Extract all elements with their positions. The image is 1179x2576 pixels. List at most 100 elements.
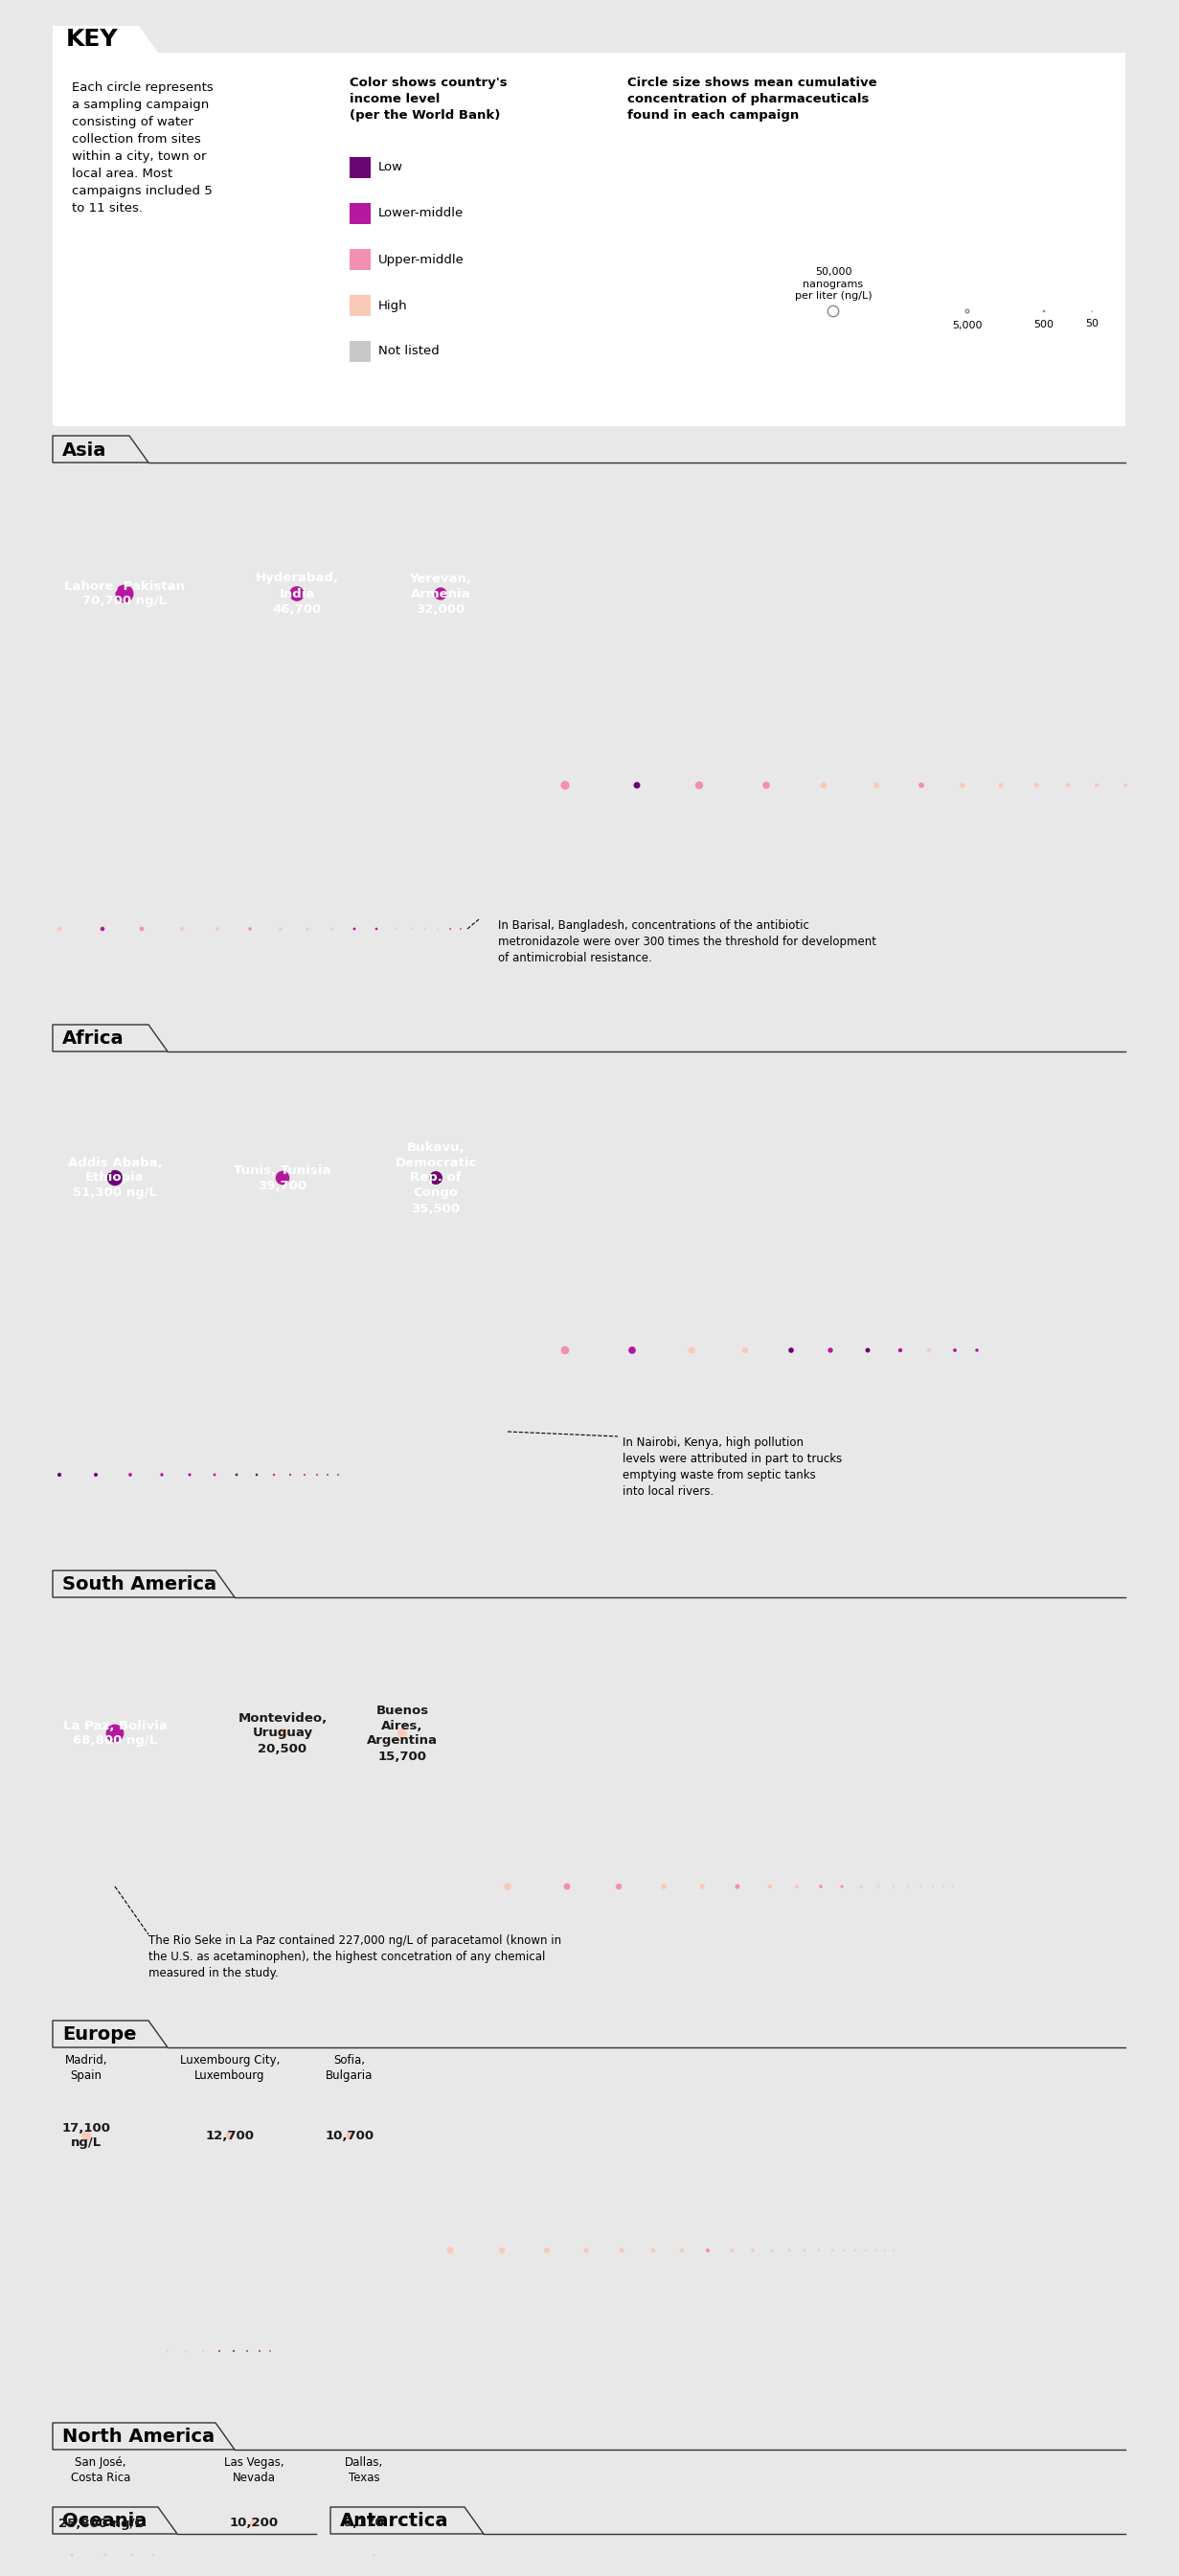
Text: Color shows country's
income level
(per the World Bank): Color shows country's income level (per … [350,77,507,121]
Text: 17,100
ng/L: 17,100 ng/L [61,2123,111,2148]
Circle shape [966,309,969,312]
Text: Lower-middle: Lower-middle [378,206,463,219]
Text: Yerevan,
Armenia
32,000: Yerevan, Armenia 32,000 [409,572,472,616]
Text: San José,
Costa Rica: San José, Costa Rica [71,2458,131,2483]
Circle shape [630,1347,635,1352]
Circle shape [226,2133,233,2138]
Circle shape [763,783,769,788]
Text: Montevideo,
Uruguay
20,500: Montevideo, Uruguay 20,500 [238,1710,328,1754]
Polygon shape [53,435,149,464]
Circle shape [829,1347,832,1352]
Circle shape [545,2249,549,2251]
Text: La Paz, Bolivia
68,800 ng/L: La Paz, Bolivia 68,800 ng/L [62,1718,167,1747]
Text: 500: 500 [1034,319,1054,330]
Text: 10,200: 10,200 [230,2517,278,2530]
Text: 25,800 ng/L: 25,800 ng/L [59,2517,143,2530]
Circle shape [585,2249,588,2251]
Text: KEY: KEY [66,28,118,52]
Text: Africa: Africa [62,1030,124,1048]
Circle shape [706,2249,709,2251]
Circle shape [999,783,1002,788]
Text: Not listed: Not listed [378,345,440,358]
Circle shape [898,1350,902,1352]
Polygon shape [53,1025,167,1051]
Circle shape [1035,783,1038,786]
Text: 10,700: 10,700 [325,2130,374,2141]
Circle shape [140,927,144,930]
Circle shape [634,783,639,788]
Circle shape [920,783,923,788]
Text: Lahore, Pakistan
70,700 ng/L: Lahore, Pakistan 70,700 ng/L [64,580,185,608]
Text: Las Vegas,
Nevada: Las Vegas, Nevada [224,2458,284,2483]
Circle shape [430,1172,442,1185]
Circle shape [116,585,133,603]
Polygon shape [330,2506,483,2535]
Text: Hyderabad,
India
46,700: Hyderabad, India 46,700 [255,572,338,616]
Polygon shape [53,2424,235,2450]
Circle shape [278,1728,288,1739]
Circle shape [435,587,446,600]
Text: North America: North America [62,2429,215,2447]
Text: 5,170: 5,170 [344,2517,384,2530]
Text: Dallas,
Texas: Dallas, Texas [344,2458,383,2483]
Circle shape [399,1728,407,1736]
Text: Upper-middle: Upper-middle [378,252,465,265]
Circle shape [180,927,183,930]
Text: Circle size shows mean cumulative
concentration of pharmaceuticals
found in each: Circle size shows mean cumulative concen… [627,77,877,121]
Polygon shape [53,2020,167,2048]
Text: Asia: Asia [62,440,106,459]
Circle shape [828,307,838,317]
Circle shape [58,927,61,930]
Text: Europe: Europe [62,2025,137,2043]
Circle shape [620,2249,624,2251]
Circle shape [83,2130,91,2141]
Circle shape [101,927,104,930]
Circle shape [107,1170,123,1185]
Circle shape [106,1726,124,1741]
Circle shape [617,1883,621,1888]
Text: South America: South America [62,1577,217,1595]
Text: High: High [378,299,408,312]
Circle shape [561,1347,568,1355]
Circle shape [500,2249,505,2254]
Text: Buenos
Aires,
Argentina
15,700: Buenos Aires, Argentina 15,700 [367,1705,437,1762]
Circle shape [743,1347,747,1352]
Circle shape [769,1886,771,1888]
Text: Madrid,
Spain: Madrid, Spain [65,2053,107,2081]
Text: Tunis, Tunisia
39,700: Tunis, Tunisia 39,700 [233,1164,331,1193]
Text: Bukavu,
Democratic
Rep. of
Congo
35,500: Bukavu, Democratic Rep. of Congo 35,500 [395,1141,476,1216]
Circle shape [561,781,568,788]
Circle shape [961,783,964,788]
Bar [350,157,370,178]
Circle shape [505,1883,511,1891]
Text: The Rio Seke in La Paz contained 227,000 ng/L of paracetamol (known in
the U.S. : The Rio Seke in La Paz contained 227,000… [149,1935,561,1978]
Text: 50,000
nanograms
per liter (ng/L): 50,000 nanograms per liter (ng/L) [795,268,871,301]
Text: In Barisal, Bangladesh, concentrations of the antibiotic
metronidazole were over: In Barisal, Bangladesh, concentrations o… [498,920,876,963]
Bar [350,340,370,363]
Circle shape [290,587,304,600]
Circle shape [821,783,826,788]
Text: Oceania: Oceania [62,2512,147,2530]
Polygon shape [53,1571,235,1597]
Circle shape [95,2519,106,2530]
Circle shape [652,2249,654,2251]
Text: 50: 50 [1085,319,1099,330]
Text: In Nairobi, Kenya, high pollution
levels were attributed in part to trucks
empty: In Nairobi, Kenya, high pollution levels… [623,1437,842,1497]
Circle shape [58,1473,61,1476]
Bar [53,52,1126,425]
Text: 12,700: 12,700 [205,2130,255,2141]
Text: Antarctica: Antarctica [340,2512,449,2530]
Circle shape [689,1347,694,1352]
Bar [350,204,370,224]
Text: 5,000: 5,000 [953,319,982,330]
Circle shape [736,1886,739,1888]
Circle shape [867,1350,869,1352]
Circle shape [696,783,703,788]
Circle shape [251,2519,257,2527]
Circle shape [1067,783,1069,786]
Text: Addis Ababa,
Ethiopia
51,300 ng/L: Addis Ababa, Ethiopia 51,300 ng/L [67,1157,163,1200]
Circle shape [874,783,878,788]
Circle shape [565,1883,569,1888]
Circle shape [661,1886,666,1888]
Circle shape [1095,783,1098,786]
